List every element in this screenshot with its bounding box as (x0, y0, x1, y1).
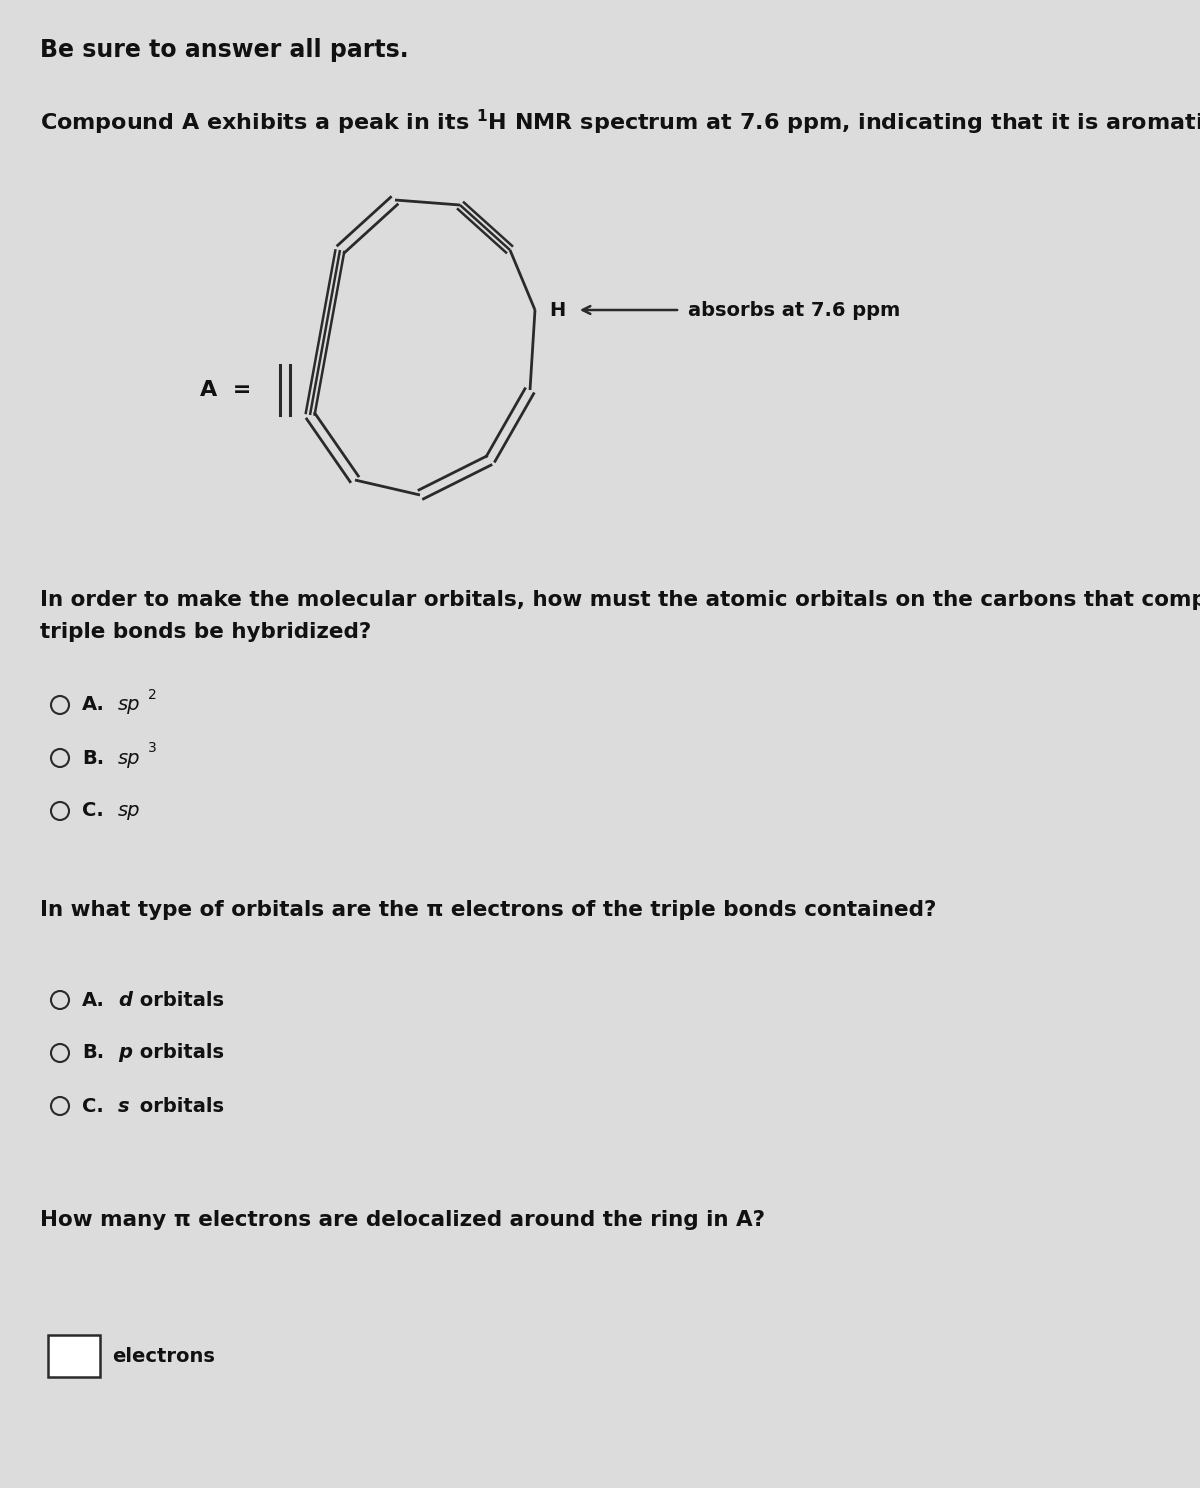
Text: In order to make the molecular orbitals, how must the atomic orbitals on the car: In order to make the molecular orbitals,… (40, 591, 1200, 610)
Text: How many π electrons are delocalized around the ring in A?: How many π electrons are delocalized aro… (40, 1210, 766, 1231)
Text: Compound A exhibits a peak in its $\mathbf{^1}$H NMR spectrum at 7.6 ppm, indica: Compound A exhibits a peak in its $\math… (40, 109, 1200, 137)
Text: A  =: A = (200, 379, 251, 400)
Bar (48, 1335, 100, 1376)
Text: electrons: electrons (112, 1347, 215, 1366)
Text: sp: sp (118, 695, 140, 714)
Text: C.: C. (82, 1097, 103, 1116)
Text: A.: A. (82, 695, 104, 714)
Text: orbitals: orbitals (133, 991, 224, 1009)
Text: Be sure to answer all parts.: Be sure to answer all parts. (40, 39, 409, 62)
Text: orbitals: orbitals (133, 1043, 224, 1062)
Text: sp: sp (118, 802, 140, 820)
Text: s: s (118, 1097, 130, 1116)
Text: triple bonds be hybridized?: triple bonds be hybridized? (40, 622, 371, 641)
Text: H: H (550, 301, 565, 320)
Text: B.: B. (82, 1043, 104, 1062)
Text: 2: 2 (148, 687, 157, 702)
Text: A.: A. (82, 991, 104, 1009)
Text: orbitals: orbitals (133, 1097, 224, 1116)
Text: B.: B. (82, 748, 104, 768)
Text: p: p (118, 1043, 132, 1062)
Text: In what type of orbitals are the π electrons of the triple bonds contained?: In what type of orbitals are the π elect… (40, 900, 936, 920)
Text: C.: C. (82, 802, 103, 820)
Text: sp: sp (118, 748, 140, 768)
Text: absorbs at 7.6 ppm: absorbs at 7.6 ppm (688, 301, 900, 320)
Text: 3: 3 (148, 741, 157, 754)
Text: d: d (118, 991, 132, 1009)
